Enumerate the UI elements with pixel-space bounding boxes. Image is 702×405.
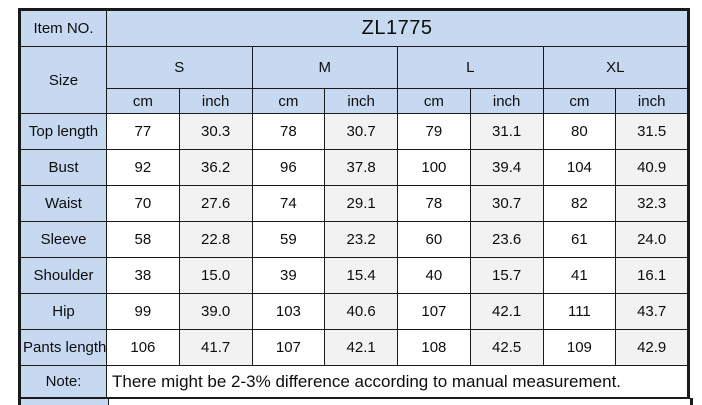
data-cell: 74 [251,185,326,222]
unit-cell: cm [542,88,617,114]
data-cell: 59 [251,221,326,258]
size-s-cell: S [106,46,253,89]
item-no-row: Item NO. ZL1775 [19,9,690,47]
data-cell: 40.6 [324,293,398,330]
data-cell: 30.7 [469,185,544,222]
data-cell: 24.0 [615,221,690,258]
data-cell: 111 [542,293,617,330]
data-cell: 109 [542,329,617,366]
data-cell: 103 [251,293,326,330]
data-cell: 70 [106,185,180,222]
data-cell: 23.6 [469,221,544,258]
data-cell: 79 [397,113,471,150]
size-m-cell: M [251,46,398,89]
data-cell: 36.2 [178,149,253,186]
data-cell: 23.2 [324,221,398,258]
data-cell: 32.3 [615,185,690,222]
table-row-waist: Waist 70 27.6 74 29.1 78 30.7 82 32.3 [19,185,690,222]
data-cell: 39.4 [469,149,544,186]
data-cell: 58 [106,221,180,258]
data-cell: 108 [397,329,471,366]
data-cell: 31.5 [615,113,690,150]
unit-cell: inch [324,88,398,114]
data-cell: 77 [106,113,180,150]
row-label-cell: Top length [19,113,107,150]
unit-cell: cm [397,88,471,114]
size-xl-cell: XL [542,46,690,89]
cutoff-next-row [18,398,693,405]
data-cell: 29.1 [324,185,398,222]
item-no-label-cell: Item NO. [19,9,107,47]
data-cell: 37.8 [324,149,398,186]
size-l-cell: L [397,46,544,89]
data-cell: 30.3 [178,113,253,150]
data-cell: 27.6 [178,185,253,222]
data-cell: 43.7 [615,293,690,330]
data-cell: 99 [106,293,180,330]
data-cell: 60 [397,221,471,258]
data-cell: 38 [106,257,180,294]
data-cell: 40.9 [615,149,690,186]
data-cell: 42.1 [324,329,398,366]
table-row-pants-length: Pants length 106 41.7 107 42.1 108 42.5 … [19,329,690,366]
table-row-hip: Hip 99 39.0 103 40.6 107 42.1 111 43.7 [19,293,690,330]
cutoff-label-cell [21,399,109,405]
item-no-value-cell: ZL1775 [105,9,690,47]
data-cell: 80 [542,113,617,150]
data-cell: 78 [397,185,471,222]
data-cell: 31.1 [469,113,544,150]
unit-cell: inch [178,88,253,114]
data-cell: 15.4 [324,257,398,294]
unit-cell: inch [615,88,690,114]
data-cell: 42.9 [615,329,690,366]
table-row-sleeve: Sleeve 58 22.8 59 23.2 60 23.6 61 24.0 [19,221,690,258]
note-label-cell: Note: [19,365,107,399]
row-label-cell: Pants length [19,329,107,366]
data-cell: 22.8 [178,221,253,258]
data-cell: 41 [542,257,617,294]
data-cell: 78 [251,113,326,150]
data-cell: 92 [106,149,180,186]
data-cell: 16.1 [615,257,690,294]
data-cell: 42.1 [469,293,544,330]
row-label-cell: Waist [19,185,107,222]
data-cell: 82 [542,185,617,222]
data-cell: 100 [397,149,471,186]
row-label-cell: Sleeve [19,221,107,258]
data-cell: 107 [251,329,326,366]
size-label-cell: Size [19,46,107,114]
data-cell: 106 [106,329,180,366]
unit-cell: inch [469,88,544,114]
data-cell: 40 [397,257,471,294]
table-row-bust: Bust 92 36.2 96 37.8 100 39.4 104 40.9 [19,149,690,186]
unit-cell: cm [251,88,326,114]
data-cell: 41.7 [178,329,253,366]
size-header-row: Size S M L XL [19,46,690,114]
data-cell: 61 [542,221,617,258]
size-chart-table: Item NO. ZL1775 Size S M L XL cm inch cm… [18,8,691,400]
table-row-shoulder: Shoulder 38 15.0 39 15.4 40 15.7 41 16.1 [19,257,690,294]
note-text-cell: There might be 2-3% difference according… [105,365,690,399]
data-cell: 30.7 [324,113,398,150]
row-label-cell: Bust [19,149,107,186]
row-label-cell: Shoulder [19,257,107,294]
data-cell: 15.0 [178,257,253,294]
unit-header-row: cm inch cm inch cm inch cm inch [20,88,690,114]
unit-cell: cm [106,88,180,114]
note-row: Note: There might be 2-3% difference acc… [19,365,690,399]
data-cell: 39.0 [178,293,253,330]
data-cell: 107 [397,293,471,330]
data-cell: 104 [542,149,617,186]
data-cell: 96 [251,149,326,186]
data-cell: 15.7 [469,257,544,294]
row-label-cell: Hip [19,293,107,330]
table-row-top-length: Top length 77 30.3 78 30.7 79 31.1 80 31… [19,113,690,150]
data-cell: 42.5 [469,329,544,366]
data-cell: 39 [251,257,326,294]
